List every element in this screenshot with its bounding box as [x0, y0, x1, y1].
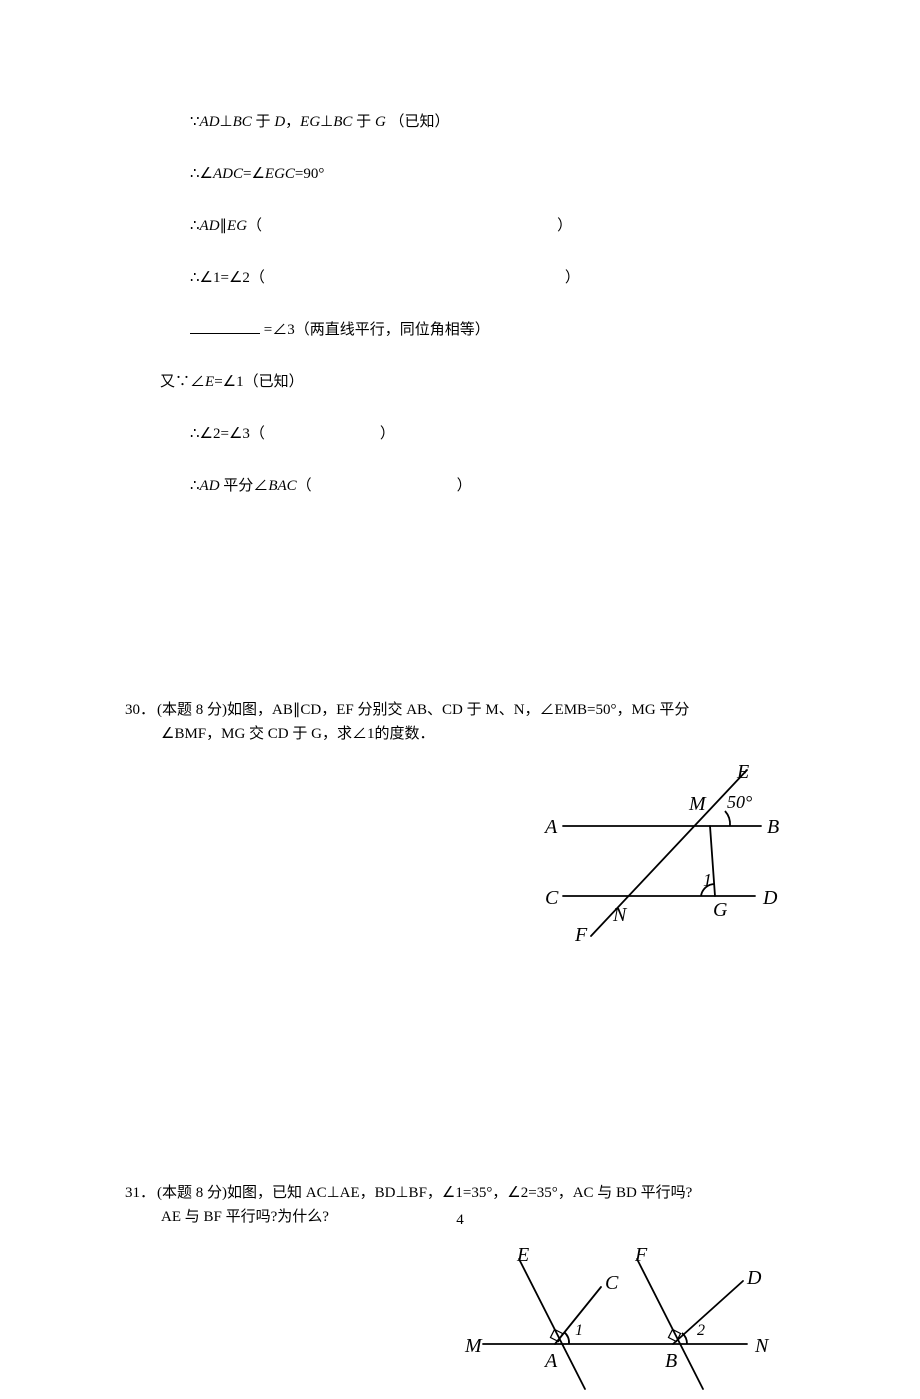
text: ∥: [220, 218, 228, 234]
proof-line-2: ∴∠ADC=∠EGC=90°: [190, 162, 795, 186]
text: ，: [285, 114, 300, 130]
svg-text:A: A: [543, 1350, 558, 1372]
var: AD: [200, 218, 220, 234]
svg-text:C: C: [605, 1272, 619, 1294]
text: =∠3（两直线平行，同位角相等）: [260, 322, 490, 338]
text: =∠: [243, 166, 265, 182]
text: =∠1（已知）: [214, 374, 303, 390]
text: 于: [352, 114, 375, 130]
svg-text:M: M: [688, 793, 707, 815]
text: 平分∠: [220, 478, 269, 494]
text: ）: [457, 478, 472, 494]
text: （: [247, 218, 262, 234]
var: AD: [200, 114, 220, 130]
text: =90°: [295, 166, 324, 182]
text: （: [297, 478, 312, 494]
problem-number: 31．: [125, 1185, 155, 1201]
proof-line-3: ∴AD∥EG（ ）: [190, 214, 795, 238]
svg-text:B: B: [767, 816, 779, 838]
text: ）: [565, 270, 580, 286]
text: ⊥: [320, 114, 333, 130]
text: ∠BMF，MG 交 CD 于 G，求∠1的度数．: [161, 722, 795, 746]
svg-text:D: D: [762, 887, 778, 909]
proof-line-7: ∴∠2=∠3（ ）: [190, 422, 795, 446]
page-number: 4: [0, 1208, 920, 1232]
text: CD，EF 分别交 AB、CD 于 M、N，∠EMB=50°，MG 平分: [300, 702, 689, 718]
svg-text:B: B: [665, 1350, 677, 1372]
var: AD: [200, 478, 220, 494]
problem-30: 30．(本题 8 分)如图，AB∥CD，EF 分别交 AB、CD 于 M、N，∠…: [125, 698, 795, 951]
svg-text:E: E: [516, 1244, 529, 1266]
proof-block: ∵AD⊥BC 于 D，EG⊥BC 于 G （已知） ∴∠ADC=∠EGC=90°…: [190, 110, 795, 498]
svg-text:G: G: [713, 899, 728, 921]
fill-blank: [190, 319, 260, 334]
text: 又∵∠: [160, 374, 205, 390]
svg-text:D: D: [746, 1267, 762, 1289]
proof-line-1: ∵AD⊥BC 于 D，EG⊥BC 于 G （已知）: [190, 110, 795, 134]
var: BAC: [268, 478, 296, 494]
svg-text:50°: 50°: [727, 792, 752, 812]
svg-text:N: N: [754, 1335, 770, 1357]
var: EG: [227, 218, 247, 234]
text: ）: [557, 218, 572, 234]
var: BC: [233, 114, 252, 130]
svg-text:1: 1: [575, 1322, 583, 1339]
svg-text:1: 1: [703, 870, 712, 890]
proof-line-4: ∴∠1=∠2（ ）: [190, 266, 795, 290]
text: ∴: [190, 218, 200, 234]
text: ⊥: [220, 114, 233, 130]
var: EGC: [265, 166, 295, 182]
svg-text:E: E: [736, 761, 749, 783]
figure-31: E FC D 1 2 M N A B: [445, 1239, 785, 1399]
var: BC: [333, 114, 352, 130]
text: ∵: [190, 114, 200, 130]
figure-30: E M 50° A B 1 C D N G F: [515, 756, 785, 951]
text: (本题 8 分)如图，AB: [157, 702, 293, 718]
proof-line-6: 又∵∠E=∠1（已知）: [160, 370, 795, 394]
text: (本题 8 分)如图，已知 AC⊥AE，BD⊥BF，∠1=35°，∠2=35°，…: [157, 1185, 692, 1201]
var: EG: [300, 114, 320, 130]
text: （已知）: [386, 114, 450, 130]
proof-line-8: ∴AD 平分∠BAC（ ）: [190, 474, 795, 498]
svg-text:F: F: [574, 924, 588, 946]
var: E: [205, 374, 214, 390]
var: G: [375, 114, 386, 130]
svg-text:A: A: [543, 816, 558, 838]
text: ∴∠2=∠3（: [190, 426, 265, 442]
text: 于: [252, 114, 275, 130]
svg-text:F: F: [634, 1244, 648, 1266]
var: ADC: [213, 166, 243, 182]
svg-text:C: C: [545, 887, 559, 909]
proof-line-5: =∠3（两直线平行，同位角相等）: [190, 318, 795, 342]
text: ∴∠: [190, 166, 213, 182]
text: ）: [380, 426, 395, 442]
text: ∴: [190, 478, 200, 494]
svg-text:N: N: [612, 904, 628, 926]
problem-30-text: 30．(本题 8 分)如图，AB∥CD，EF 分别交 AB、CD 于 M、N，∠…: [125, 698, 795, 746]
var: D: [274, 114, 285, 130]
svg-text:2: 2: [697, 1322, 705, 1339]
text: ∴∠1=∠2（: [190, 270, 265, 286]
svg-text:M: M: [464, 1335, 483, 1357]
problem-number: 30．: [125, 702, 155, 718]
